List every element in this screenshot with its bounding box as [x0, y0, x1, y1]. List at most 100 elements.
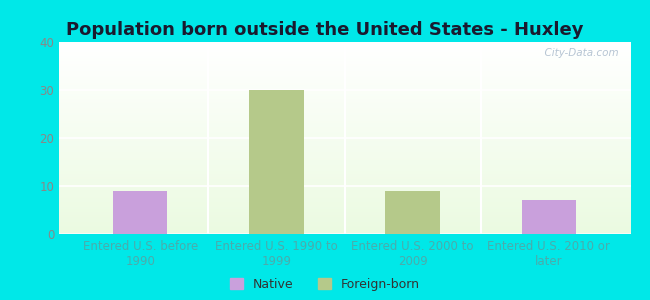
Bar	[58, 123, 630, 124]
Bar	[58, 125, 630, 127]
Bar	[58, 93, 630, 94]
Bar	[58, 61, 630, 62]
Bar	[58, 57, 630, 58]
Bar	[58, 148, 630, 149]
Bar	[58, 112, 630, 113]
Bar	[58, 108, 630, 109]
Text: Population born outside the United States - Huxley: Population born outside the United State…	[66, 21, 584, 39]
Bar	[58, 227, 630, 228]
Bar	[58, 110, 630, 111]
Bar	[58, 229, 630, 230]
Bar	[58, 215, 630, 216]
Bar	[58, 74, 630, 75]
Bar	[58, 84, 630, 85]
Bar	[58, 208, 630, 209]
Bar	[58, 196, 630, 197]
Bar	[58, 69, 630, 70]
Bar	[58, 228, 630, 229]
Bar	[58, 189, 630, 190]
Bar	[58, 205, 630, 206]
Bar	[58, 115, 630, 116]
Bar	[58, 82, 630, 83]
Bar	[58, 154, 630, 155]
Bar	[58, 114, 630, 115]
Bar	[58, 141, 630, 142]
Bar	[58, 105, 630, 106]
Bar	[58, 68, 630, 69]
Bar	[58, 142, 630, 143]
Bar	[58, 52, 630, 53]
Bar	[58, 56, 630, 57]
Bar	[58, 49, 630, 50]
Bar	[58, 211, 630, 212]
Bar	[58, 155, 630, 156]
Bar	[58, 220, 630, 221]
Bar	[58, 121, 630, 122]
Bar	[58, 106, 630, 107]
Bar	[58, 129, 630, 130]
Bar	[58, 207, 630, 208]
Bar	[58, 43, 630, 44]
Bar	[58, 133, 630, 134]
Bar	[58, 188, 630, 189]
Bar	[58, 152, 630, 153]
Bar	[58, 145, 630, 146]
Bar	[58, 212, 630, 213]
Bar	[58, 72, 630, 73]
Bar	[249, 90, 304, 234]
Bar	[58, 137, 630, 138]
Bar	[58, 67, 630, 68]
Bar	[58, 42, 630, 43]
Bar	[58, 191, 630, 192]
Bar	[58, 146, 630, 147]
Bar	[58, 79, 630, 80]
Bar	[58, 97, 630, 98]
Bar	[58, 99, 630, 100]
Bar	[58, 65, 630, 66]
Bar	[58, 217, 630, 218]
Bar	[58, 214, 630, 215]
Bar	[58, 100, 630, 101]
Bar	[58, 50, 630, 51]
Bar	[113, 191, 168, 234]
Bar	[58, 193, 630, 194]
Bar	[58, 151, 630, 152]
Bar	[58, 175, 630, 176]
Bar	[58, 119, 630, 120]
Bar	[58, 159, 630, 160]
Bar	[58, 134, 630, 135]
Bar	[58, 225, 630, 226]
Bar	[58, 124, 630, 125]
Bar	[58, 186, 630, 187]
Bar	[58, 197, 630, 199]
Legend: Native, Foreign-born: Native, Foreign-born	[230, 278, 420, 291]
Bar	[58, 122, 630, 123]
Bar	[58, 173, 630, 175]
Bar	[58, 48, 630, 49]
Bar	[58, 104, 630, 105]
Bar	[58, 230, 630, 231]
Bar	[58, 130, 630, 131]
Bar	[58, 128, 630, 129]
Bar	[58, 162, 630, 163]
Bar	[58, 91, 630, 92]
Bar	[58, 233, 630, 234]
Bar	[58, 81, 630, 82]
Bar	[58, 63, 630, 64]
Bar	[58, 202, 630, 203]
Bar	[58, 101, 630, 103]
Bar	[58, 167, 630, 168]
Bar	[58, 135, 630, 136]
Bar	[58, 131, 630, 132]
Bar	[58, 53, 630, 55]
Bar	[58, 113, 630, 114]
Bar	[385, 191, 440, 234]
Bar	[58, 169, 630, 170]
Bar	[58, 103, 630, 104]
Bar	[58, 59, 630, 60]
Bar	[58, 55, 630, 56]
Bar	[58, 109, 630, 110]
Bar	[58, 181, 630, 182]
Bar	[58, 199, 630, 200]
Bar	[58, 140, 630, 141]
